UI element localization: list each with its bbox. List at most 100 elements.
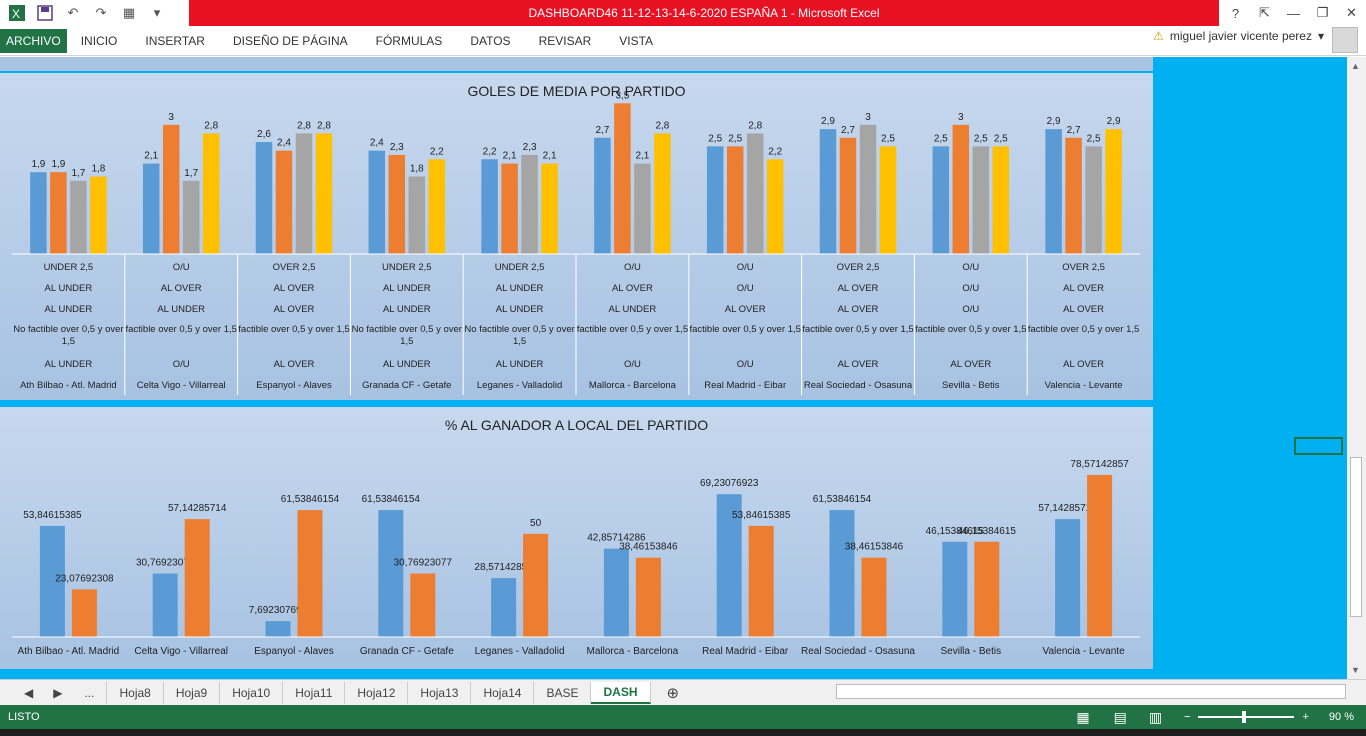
bar-label-s4-1: 2,8: [204, 120, 218, 131]
bar-s3-4: [521, 154, 538, 254]
sheet-tab-hoja14[interactable]: Hoja14: [471, 681, 535, 704]
table-cell: AL OVER: [1063, 304, 1104, 315]
bar-s1-5: [603, 548, 629, 637]
category-label: Celta Vigo - Villarreal: [136, 380, 226, 391]
bar-label-s1-0: 1,9: [31, 159, 45, 170]
bar-label-s2-5: 38,46153846: [619, 542, 678, 553]
tab-more[interactable]: ...: [72, 681, 108, 704]
vertical-scrollbar[interactable]: ▲ ▼: [1347, 57, 1366, 679]
tab-insertar[interactable]: INSERTAR: [145, 33, 205, 48]
zoom-slider[interactable]: [1198, 711, 1295, 723]
bar-s3-2: [295, 133, 313, 254]
save-icon[interactable]: [34, 3, 56, 23]
help-button[interactable]: ?: [1231, 5, 1240, 21]
table-cell: AL UNDER: [382, 359, 431, 370]
selected-cell[interactable]: [1294, 437, 1343, 455]
tab-next-icon[interactable]: ▶: [53, 685, 63, 700]
bar-label-s2-4: 2,1: [503, 151, 517, 162]
tab-diseno-pagina[interactable]: DISEÑO DE PÁGINA: [232, 33, 348, 48]
zoom-in-button[interactable]: +: [1302, 711, 1309, 723]
table-cell: AL OVER: [950, 359, 992, 370]
horizontal-scrollbar[interactable]: [836, 684, 1346, 699]
chart-goles-panel[interactable]: GOLES DE MEDIA POR PARTIDO 1,9 1,9 1,7 1,8 2…: [0, 73, 1153, 400]
bar-s4-7: [879, 146, 897, 254]
table-cell: AL OVER: [273, 283, 315, 294]
avatar[interactable]: [1332, 27, 1358, 53]
tab-formulas[interactable]: FÓRMULAS: [375, 33, 443, 48]
page-layout-icon[interactable]: ▤: [1113, 708, 1127, 725]
ribbon-display-icon[interactable]: ⇱: [1259, 5, 1270, 20]
bar-label-s1-6: 2,5: [708, 133, 722, 144]
bar-s1-3: [368, 150, 386, 254]
close-icon[interactable]: ✕: [1346, 5, 1357, 20]
bar-s2-4: [501, 163, 518, 254]
undo-icon[interactable]: ↶: [67, 5, 79, 20]
bar-s4-2: [315, 133, 333, 254]
tab-prev-icon[interactable]: ◀: [24, 685, 34, 700]
bar-s2-0: [71, 589, 97, 637]
user-account[interactable]: ⚠ miguel javier vicente perez ▾: [1153, 29, 1324, 43]
table-cell: O/U: [736, 283, 754, 294]
bar-label-s2-5: 3,5: [615, 90, 629, 101]
bar-label-s1-4: 28,57142857: [474, 562, 533, 573]
scroll-up-icon[interactable]: ▲: [1351, 61, 1360, 71]
sheet-tab-hoja9[interactable]: Hoja9: [164, 681, 221, 704]
bar-label-s2-4: 50: [530, 518, 542, 529]
table-cell: OVER 2,5: [1062, 262, 1105, 273]
bar-s1-7: [829, 510, 855, 637]
bar-s4-4: [541, 163, 558, 254]
tab-inicio[interactable]: INICIO: [80, 33, 118, 48]
normal-view-icon[interactable]: ▦: [1076, 708, 1090, 725]
chart1-svg: 1,9 1,9 1,7 1,8 2,1 3 1,7 2,8 2,6 2,4 2,8 2,8 2,4 2,3…: [12, 90, 1140, 395]
ribbon-tabs: ARCHIVO INICIO INSERTAR DISEÑO DE PÁGINA…: [0, 26, 1366, 56]
bar-s1-9: [1045, 129, 1062, 254]
sheet-tab-base[interactable]: BASE: [534, 681, 592, 704]
bar-label-s3-6: 2,8: [748, 120, 762, 131]
sheet-tab-hoja10[interactable]: Hoja10: [220, 681, 284, 704]
scroll-down-icon[interactable]: ▼: [1351, 665, 1360, 675]
tab-datos[interactable]: DATOS: [470, 33, 511, 48]
add-sheet-icon[interactable]: ⊕: [666, 684, 680, 702]
bar-label-s1-3: 61,53846154: [362, 494, 421, 505]
category-label: Sevilla - Betis: [941, 646, 1002, 657]
customize-icon[interactable]: ▾: [153, 5, 161, 20]
category-label: Leganes - Valladolid: [476, 380, 563, 391]
form-icon[interactable]: ▦: [122, 5, 136, 20]
tab-archivo[interactable]: ARCHIVO: [0, 28, 67, 53]
bar-label-s3-0: 1,7: [71, 168, 85, 179]
excel-logo-icon[interactable]: X: [6, 3, 28, 23]
bar-s2-5: [614, 103, 631, 254]
bar-s4-0: [90, 176, 107, 254]
category-label: Real Sociedad - Osasuna: [803, 380, 913, 391]
sheet-tab-hoja11[interactable]: Hoja11: [283, 681, 346, 704]
category-label: Espanyol - Alaves: [256, 380, 332, 391]
table-cell: AL UNDER: [44, 359, 93, 370]
zoom-out-button[interactable]: −: [1184, 711, 1191, 723]
sheet-tab-hoja13[interactable]: Hoja13: [408, 681, 472, 704]
quick-access-toolbar: X ↶ ↷ ▦ ▾: [0, 0, 168, 26]
table-cell: O/U: [736, 359, 754, 370]
table-cell: O/U: [172, 262, 190, 273]
zoom-level[interactable]: 90 %: [1328, 711, 1354, 723]
bar-s3-3: [408, 176, 426, 254]
chart-ganador-panel[interactable]: % AL GANADOR A LOCAL DEL PARTIDO 53,8461…: [0, 407, 1153, 669]
sheet-tab-hoja8[interactable]: Hoja8: [107, 681, 164, 704]
sheet-tab-dash[interactable]: DASH: [591, 681, 651, 704]
table-cell: factible over 0,5 y over 1,5: [238, 324, 350, 335]
user-name: miguel javier vicente perez: [1169, 29, 1312, 43]
bar-s3-9: [1085, 146, 1102, 254]
redo-icon[interactable]: ↷: [95, 5, 107, 20]
scrollbar-thumb[interactable]: [1350, 457, 1362, 617]
tab-revisar[interactable]: REVISAR: [538, 33, 592, 48]
minimize-icon[interactable]: —: [1287, 5, 1300, 21]
table-cell: AL UNDER: [382, 304, 431, 315]
tab-vista[interactable]: VISTA: [619, 33, 654, 48]
table-cell: UNDER 2,5: [494, 262, 545, 273]
worksheet[interactable]: GOLES DE MEDIA POR PARTIDO 1,9 1,9 1,7 1,8 2…: [0, 57, 1347, 679]
sheet-tab-hoja12[interactable]: Hoja12: [345, 681, 409, 704]
bar-label-s2-1: 57,14285714: [168, 503, 227, 514]
category-label: Real Madrid - Eibar: [704, 380, 787, 391]
page-break-icon[interactable]: ▥: [1148, 708, 1163, 725]
restore-icon[interactable]: ❐: [1316, 5, 1329, 20]
bar-s2-4: [523, 533, 549, 637]
